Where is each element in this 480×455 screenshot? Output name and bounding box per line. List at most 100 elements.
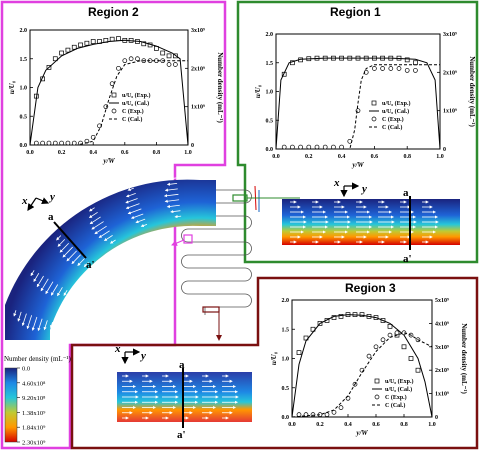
density-exp-point	[59, 140, 64, 146]
plot-frame	[275, 33, 441, 150]
velocity-cal-line	[275, 57, 441, 150]
y-axis-title: u/U₀	[254, 84, 262, 98]
density-exp-point	[314, 144, 320, 150]
velocity-arrow	[57, 239, 66, 247]
velocity-arrow	[15, 354, 19, 368]
region-1-a-label: a	[403, 187, 409, 199]
x-tick-label: 0.4	[338, 154, 346, 160]
region-3-x-axis-label: x	[114, 343, 121, 355]
velocity-arrow	[109, 239, 116, 244]
y2-axis-title: Number density (mL⁻¹)	[460, 323, 468, 394]
colorbar-title: Number density (mL⁻¹)	[4, 355, 72, 363]
region-1-chart: 0.0 0.2 0.4 0.6 0.8 1.0 0.0 0.5 1.0 1.5 2.0 0 1x10⁹ 2…	[254, 32, 476, 169]
velocity-arrow	[26, 315, 33, 330]
x-tick-label: 0.0	[26, 150, 34, 156]
region-3-velocity-arrows	[122, 374, 239, 420]
velocity-arrow	[166, 182, 178, 186]
velocity-arrow	[43, 320, 48, 331]
velocity-exp-point	[413, 60, 418, 66]
density-exp-point	[173, 62, 178, 67]
density-exp-point	[322, 144, 328, 150]
velocity-exp-point	[65, 47, 71, 53]
density-exp-point	[380, 337, 386, 343]
velocity-cal-line	[29, 39, 189, 146]
y-tick-label: 1.5	[282, 327, 290, 333]
velocity-arrow	[135, 218, 146, 224]
x-tick-label: 0.2	[316, 422, 324, 428]
velocity-arrow	[31, 316, 38, 331]
velocity-arrow	[26, 355, 30, 370]
x-tick-label: 0.6	[371, 154, 379, 160]
density-exp-point	[46, 140, 52, 146]
y-tick-label: 2.0	[20, 28, 28, 34]
density-exp-point	[339, 144, 344, 150]
velocity-exp-point	[408, 356, 414, 361]
x-tick-label: 0.2	[305, 154, 313, 160]
velocity-exp-point	[59, 50, 64, 56]
x-axis-title: y/W	[102, 157, 115, 165]
x-tick-label: 0.6	[372, 422, 380, 428]
legend-label: u/U₀ (Exp.)	[385, 378, 413, 385]
region-3-chart: 0.0 0.2 0.4 0.6 0.8 1.0 0.0 0.5 1.0 1.5 2.0 0 1x10⁹ 2…	[270, 298, 468, 437]
velocity-arrow	[174, 215, 182, 219]
density-exp-point	[40, 140, 45, 146]
velocity-arrow	[125, 192, 136, 198]
density-exp-point	[52, 140, 58, 146]
density-exp-point	[413, 68, 418, 73]
x-tick-label: 0.8	[403, 154, 411, 160]
legend-label: C (Exp.)	[122, 108, 144, 115]
plot-frame	[29, 29, 189, 146]
velocity-arrow	[37, 355, 42, 367]
y-tick-label: 0.0	[282, 415, 290, 421]
region-1-velocity-arrows	[290, 200, 439, 244]
velocity-exp-point	[90, 39, 96, 44]
velocity-arrow	[62, 246, 73, 258]
velocity-arrow	[83, 262, 89, 268]
density-exp-point	[306, 144, 312, 150]
leader-region-2	[171, 239, 185, 246]
velocity-arrow	[10, 353, 14, 364]
velocity-arrow	[21, 354, 25, 370]
velocity-exp-point	[359, 312, 365, 317]
density-cal-line	[291, 332, 433, 418]
velocity-exp-point	[415, 367, 421, 373]
velocity-exp-point	[404, 57, 410, 63]
density-exp-point	[71, 140, 77, 146]
y2-tick-label: 0	[435, 415, 438, 421]
legend-label: C (Exp.)	[382, 116, 404, 123]
legend-circle-marker	[371, 116, 377, 122]
colorbar-tick-label: 2.30x10⁹	[22, 440, 46, 447]
legend-label: C (Exp.)	[385, 394, 407, 401]
x-axis-title: y/W	[355, 429, 368, 437]
region-2-a-prime-label: a'	[86, 259, 95, 271]
density-exp-point	[372, 66, 377, 71]
y-tick-label: 1.5	[266, 61, 274, 67]
velocity-exp-point	[160, 50, 166, 56]
x-tick-label: 0.6	[121, 150, 129, 156]
density-exp-point	[116, 65, 121, 71]
y-tick-label: 1.0	[20, 86, 28, 92]
density-exp-point	[388, 66, 394, 71]
velocity-arrow	[33, 272, 40, 283]
legend-label: u/U₀ (Cal.)	[385, 386, 412, 393]
colorbar-tick-label: 9.20x10⁸	[22, 395, 46, 402]
density-exp-point	[396, 66, 402, 71]
x-tick-label: 1.0	[184, 150, 192, 156]
legend-circle-marker	[374, 394, 380, 400]
y2-tick-label: 2x10⁹	[435, 368, 449, 374]
y2-tick-label: 1x10⁹	[191, 105, 205, 111]
y-tick-label: 0.5	[20, 114, 28, 120]
region-2-a-label: a	[48, 211, 54, 223]
velocity-arrow	[59, 242, 70, 253]
colorbar-tick-label: 1.38x10⁹	[22, 410, 46, 417]
velocity-arrow	[140, 223, 148, 228]
region-3-contour: a a' x y	[114, 343, 252, 441]
velocity-arrow	[50, 284, 59, 296]
velocity-arrow	[66, 250, 77, 262]
velocity-arrow	[103, 235, 113, 242]
density-exp-point	[324, 412, 330, 418]
y2-axis-title: Number density (mL⁻¹)	[216, 52, 224, 123]
y2-tick-label: 3x10⁹	[435, 345, 449, 351]
region-3-y-axis-label: y	[139, 350, 146, 362]
